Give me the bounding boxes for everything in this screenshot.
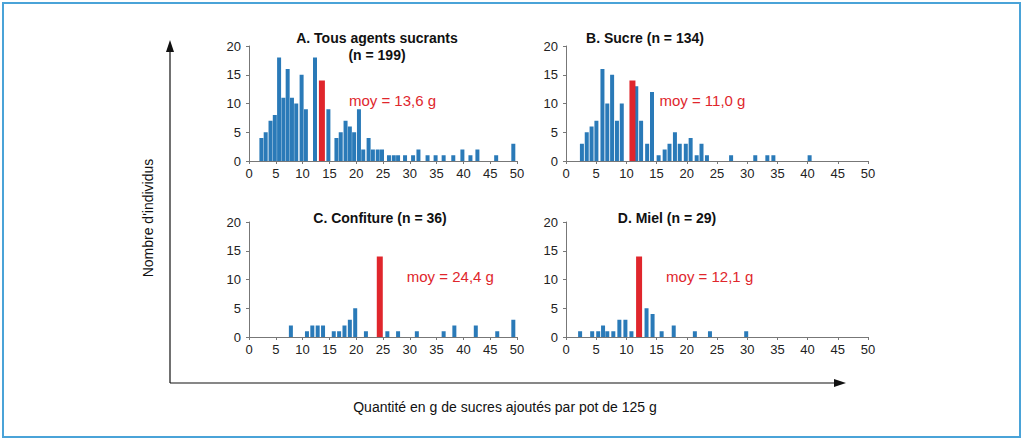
svg-text:40: 40: [456, 166, 470, 181]
svg-text:moy = 24,4 g: moy = 24,4 g: [407, 268, 494, 285]
svg-text:10: 10: [619, 166, 633, 181]
svg-text:20: 20: [227, 39, 241, 54]
svg-text:15: 15: [227, 243, 241, 258]
svg-text:30: 30: [403, 342, 417, 357]
svg-text:30: 30: [403, 166, 417, 181]
svg-text:5: 5: [234, 125, 241, 140]
svg-text:20: 20: [544, 39, 558, 54]
svg-text:25: 25: [376, 166, 390, 181]
svg-text:30: 30: [740, 166, 754, 181]
svg-text:25: 25: [710, 166, 724, 181]
svg-text:15: 15: [322, 342, 336, 357]
svg-text:0: 0: [562, 166, 569, 181]
svg-text:30: 30: [740, 342, 754, 357]
svg-text:50: 50: [861, 342, 875, 357]
svg-text:25: 25: [710, 342, 724, 357]
svg-text:20: 20: [680, 342, 694, 357]
svg-text:10: 10: [544, 272, 558, 287]
svg-text:B. Sucre (n = 134): B. Sucre (n = 134): [586, 30, 704, 46]
svg-text:0: 0: [234, 154, 241, 169]
svg-text:5: 5: [593, 166, 600, 181]
svg-text:20: 20: [349, 166, 363, 181]
svg-text:5: 5: [272, 166, 279, 181]
svg-text:35: 35: [429, 166, 443, 181]
svg-text:15: 15: [227, 67, 241, 82]
svg-text:35: 35: [770, 166, 784, 181]
svg-text:Nombre d'individus: Nombre d'individus: [140, 159, 156, 278]
svg-text:0: 0: [551, 330, 558, 345]
svg-text:A. Tous agents sucrants: A. Tous agents sucrants: [296, 30, 458, 46]
svg-text:40: 40: [800, 342, 814, 357]
svg-text:0: 0: [551, 154, 558, 169]
svg-text:40: 40: [800, 166, 814, 181]
svg-text:20: 20: [680, 166, 694, 181]
svg-text:35: 35: [429, 342, 443, 357]
svg-text:5: 5: [593, 342, 600, 357]
svg-text:5: 5: [234, 301, 241, 316]
svg-text:15: 15: [649, 342, 663, 357]
svg-text:45: 45: [831, 166, 845, 181]
svg-text:10: 10: [295, 166, 309, 181]
svg-text:50: 50: [510, 166, 524, 181]
svg-text:0: 0: [562, 342, 569, 357]
svg-text:15: 15: [544, 243, 558, 258]
svg-text:5: 5: [272, 342, 279, 357]
svg-text:D. Miel (n = 29): D. Miel (n = 29): [618, 210, 716, 226]
svg-text:15: 15: [322, 166, 336, 181]
svg-text:0: 0: [245, 166, 252, 181]
svg-text:40: 40: [456, 342, 470, 357]
svg-text:Quantité en g de sucres ajouté: Quantité en g de sucres ajoutés par pot …: [353, 399, 657, 415]
svg-text:C. Confiture (n = 36): C. Confiture (n = 36): [313, 210, 446, 226]
svg-text:20: 20: [349, 342, 363, 357]
svg-text:moy = 13,6 g: moy = 13,6 g: [349, 92, 436, 109]
svg-text:5: 5: [551, 125, 558, 140]
svg-text:moy = 11,0 g: moy = 11,0 g: [659, 92, 745, 109]
svg-text:15: 15: [544, 67, 558, 82]
svg-text:(n = 199): (n = 199): [348, 47, 405, 63]
svg-text:0: 0: [234, 330, 241, 345]
svg-text:15: 15: [649, 166, 663, 181]
svg-text:45: 45: [483, 342, 497, 357]
svg-text:10: 10: [544, 96, 558, 111]
svg-text:45: 45: [831, 342, 845, 357]
svg-text:10: 10: [227, 96, 241, 111]
svg-text:10: 10: [227, 272, 241, 287]
svg-text:45: 45: [483, 166, 497, 181]
svg-text:35: 35: [770, 342, 784, 357]
svg-text:20: 20: [544, 215, 558, 230]
svg-text:moy = 12,1 g: moy = 12,1 g: [666, 268, 753, 285]
svg-text:50: 50: [861, 166, 875, 181]
svg-text:0: 0: [245, 342, 252, 357]
svg-text:20: 20: [227, 215, 241, 230]
svg-text:50: 50: [510, 342, 524, 357]
svg-text:5: 5: [551, 301, 558, 316]
svg-text:10: 10: [619, 342, 633, 357]
svg-text:10: 10: [295, 342, 309, 357]
svg-text:25: 25: [376, 342, 390, 357]
